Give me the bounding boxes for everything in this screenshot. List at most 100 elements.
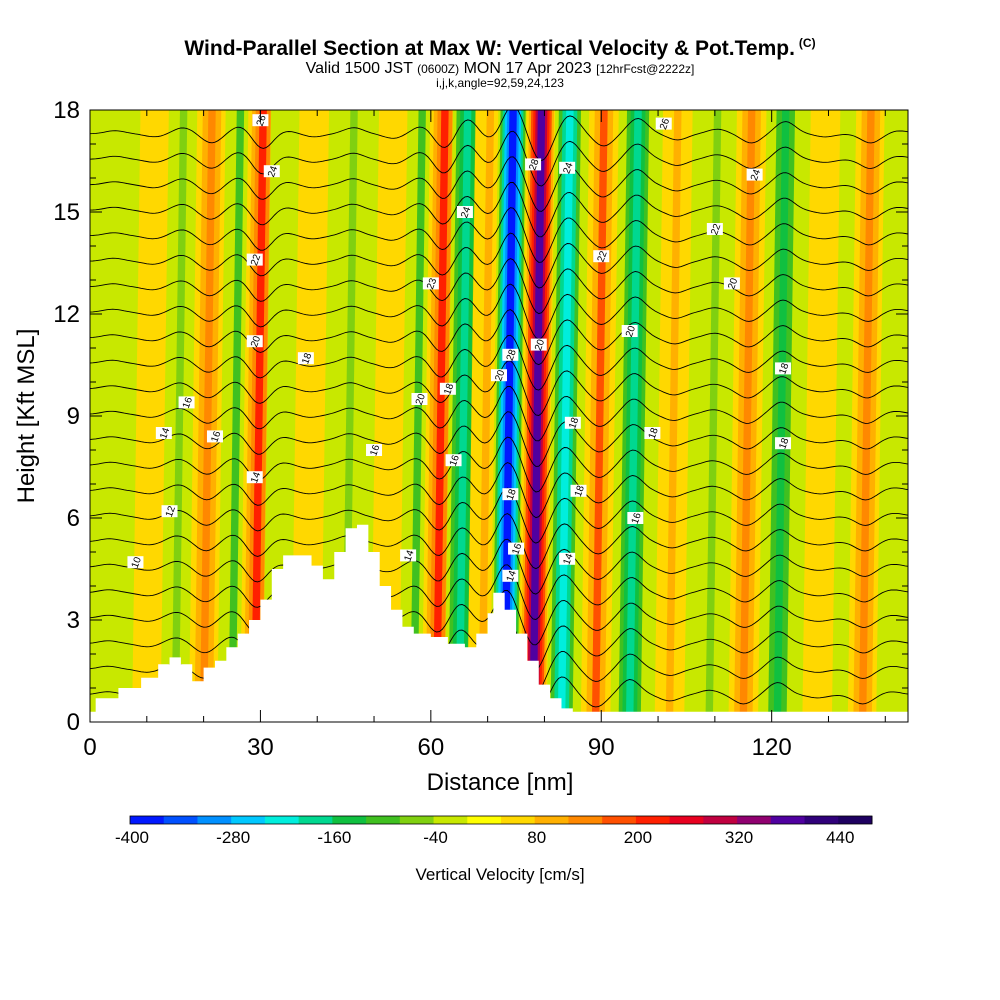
- svg-text:10: 10: [130, 555, 144, 570]
- svg-text:14: 14: [562, 552, 576, 567]
- contour-label-31: 18: [644, 426, 661, 441]
- theta-contour-5: [90, 538, 908, 595]
- velocity-band-0-1: [103, 110, 120, 722]
- contour-label-24: 20: [530, 338, 547, 352]
- contour-label-25: 24: [559, 161, 576, 175]
- svg-text:18: 18: [505, 487, 519, 502]
- theta-contour-15: [90, 283, 908, 340]
- contour-label-16: 16: [445, 453, 462, 468]
- contour-label-5: 14: [246, 470, 263, 485]
- velocity-band-10-1: [410, 110, 426, 722]
- theta-contour-22: [90, 110, 908, 162]
- svg-text:23: 23: [425, 276, 439, 291]
- chart-subtitle: Valid 1500 JST (0600Z) MON 17 Apr 2023 […: [0, 60, 1000, 78]
- colorbar-swatch: [804, 816, 839, 824]
- velocity-band-24-2: [858, 110, 875, 722]
- y-tick-label: 15: [53, 199, 80, 226]
- velocity-band-21-2: [739, 110, 756, 722]
- colorbar-swatch: [163, 816, 198, 824]
- svg-text:18: 18: [573, 484, 587, 499]
- forecast-info: [12hrFcst@2222z]: [596, 62, 695, 76]
- svg-text:18: 18: [647, 426, 661, 441]
- contour-label-0: 10: [127, 555, 144, 570]
- colorbar-tick-label: 440: [826, 828, 854, 847]
- y-tick-label: 12: [53, 301, 80, 328]
- colorbar-swatch: [737, 816, 772, 824]
- svg-text:22: 22: [249, 253, 263, 268]
- svg-text:20: 20: [493, 368, 507, 383]
- contour-label-1: 12: [161, 504, 178, 519]
- contour-label-15: 18: [439, 382, 457, 397]
- x-tick-label: 90: [588, 734, 615, 761]
- velocity-band-14-5: [500, 110, 517, 722]
- velocity-band-12-3: [455, 110, 472, 722]
- svg-text:20: 20: [624, 324, 638, 339]
- svg-text:18: 18: [442, 382, 456, 397]
- colorbar-swatch: [703, 816, 738, 824]
- colorbar-swatch: [298, 816, 333, 824]
- svg-text:16: 16: [510, 542, 524, 557]
- contour-label-12: 14: [400, 548, 417, 563]
- y-axis-label: Height [Kft MSL]: [13, 329, 40, 504]
- svg-text:14: 14: [158, 426, 172, 441]
- theta-contour-13: [90, 334, 908, 391]
- chart-title: Wind-Parallel Section at Max W: Vertical…: [0, 36, 1000, 61]
- svg-text:28: 28: [527, 157, 541, 172]
- contour-label-6: 20: [246, 334, 263, 349]
- contour-label-10: 18: [297, 351, 314, 366]
- velocity-band-5-3: [251, 110, 267, 722]
- velocity-band-15-5: [529, 110, 546, 722]
- velocity-band-1-1: [143, 110, 159, 722]
- colorbar-swatch: [332, 816, 367, 824]
- svg-text:20: 20: [249, 334, 263, 349]
- contour-label-32: 16: [627, 511, 644, 526]
- contour-label-2: 14: [155, 426, 172, 441]
- velocity-band-25-1: [887, 110, 904, 722]
- y-tick-label: 0: [67, 709, 80, 736]
- velocity-band-16-3: [557, 110, 574, 722]
- x-tick-label: 60: [417, 734, 444, 761]
- velocity-band-9-1: [381, 110, 398, 722]
- theta-contour-8: [90, 462, 908, 519]
- svg-text:14: 14: [249, 470, 263, 485]
- colorbar-swatch: [264, 816, 300, 824]
- contour-label-36: 24: [746, 168, 763, 183]
- plot-area: 10 12 14 16 16 14 20 22 24 26 18 16 14 20 23 18 16 24 20 28…: [90, 110, 908, 722]
- section-parameters: i,j,k,angle=92,59,24,123: [436, 76, 564, 90]
- contour-label-35: 20: [723, 276, 741, 291]
- svg-text:14: 14: [402, 548, 416, 563]
- colorbar-tick-label: -280: [216, 828, 250, 847]
- theta-contour-4: [90, 564, 908, 620]
- contour-label-30: 20: [621, 324, 638, 339]
- colorbar-swatch: [197, 816, 232, 824]
- svg-text:24: 24: [459, 205, 473, 220]
- y-tick-label: 6: [67, 505, 80, 532]
- svg-text:12: 12: [164, 504, 178, 519]
- x-tick-label: 120: [752, 734, 792, 761]
- theta-contours: [90, 110, 908, 722]
- terrain: [90, 524, 908, 722]
- contour-label-29: 22: [593, 249, 610, 264]
- svg-text:24: 24: [749, 168, 763, 183]
- theta-contour-16: [90, 258, 908, 315]
- svg-text:16: 16: [630, 511, 644, 526]
- colorbar-tick-label: 80: [527, 828, 546, 847]
- colorbar-tick-label: -160: [317, 828, 351, 847]
- colorbar-swatch: [130, 816, 165, 824]
- contour-label-14: 23: [422, 276, 439, 291]
- valid-time: Valid 1500 JST: [305, 60, 413, 77]
- svg-text:18: 18: [567, 416, 581, 431]
- contour-label-34: 22: [706, 222, 723, 237]
- contour-label-20: 18: [502, 487, 519, 502]
- svg-text:18: 18: [777, 436, 791, 451]
- velocity-band-3-2: [199, 110, 216, 722]
- svg-text:16: 16: [181, 395, 195, 410]
- svg-text:18: 18: [300, 351, 314, 366]
- theta-contour-9: [90, 436, 908, 493]
- contour-label-11: 16: [366, 443, 383, 458]
- colorbar-tick-label: -40: [423, 828, 448, 847]
- colorbar-swatch: [669, 816, 704, 824]
- contour-label-18: 20: [491, 368, 508, 383]
- svg-text:22: 22: [709, 222, 723, 237]
